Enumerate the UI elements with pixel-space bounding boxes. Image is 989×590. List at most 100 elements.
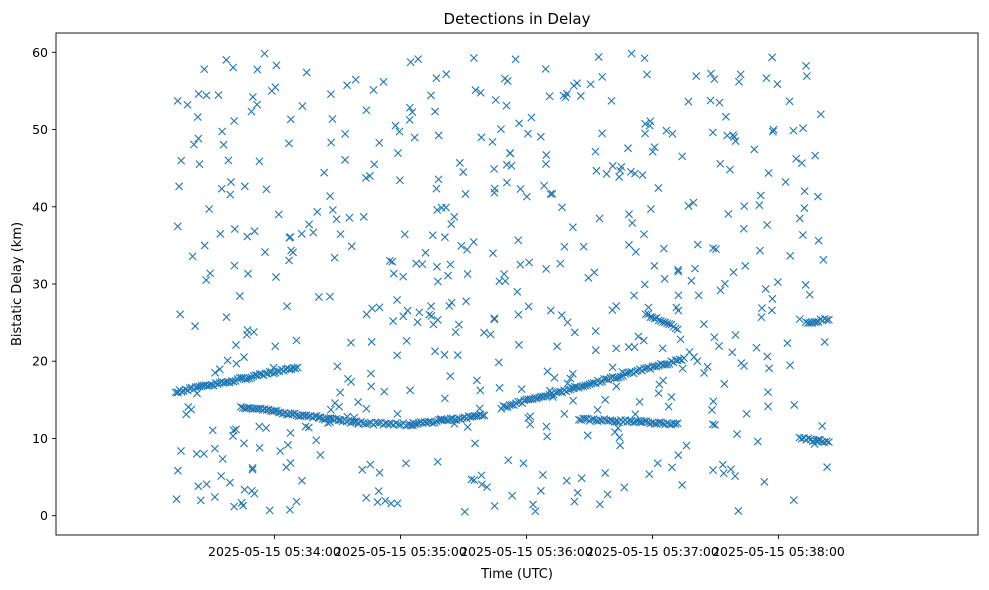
detection-point <box>343 81 352 90</box>
detection-point <box>362 106 371 115</box>
detection-point <box>320 168 329 177</box>
detection-point <box>244 269 253 278</box>
detection-point <box>431 107 440 116</box>
detection-point <box>690 264 699 273</box>
detection-point <box>230 225 239 234</box>
x-tick-label: 2025-05-15 05:37:00 <box>586 544 719 559</box>
detection-point <box>786 251 795 260</box>
detection-point <box>514 236 523 245</box>
detection-point <box>461 189 470 198</box>
detection-point <box>478 411 487 420</box>
detection-point <box>188 252 197 261</box>
detection-point <box>693 357 702 366</box>
detection-point <box>638 171 647 180</box>
detection-point <box>391 419 400 428</box>
detection-point <box>608 363 617 372</box>
detection-point <box>624 240 633 249</box>
detection-point <box>335 415 344 424</box>
detection-point <box>292 336 301 345</box>
detection-point <box>210 444 219 453</box>
detection-point <box>364 419 373 428</box>
detection-point <box>563 318 572 327</box>
y-tick-label: 0 <box>40 508 48 523</box>
detection-point <box>249 328 258 336</box>
detection-point <box>660 274 669 283</box>
detection-point <box>488 249 497 258</box>
detection-point <box>326 192 335 201</box>
detection-point <box>673 419 682 428</box>
x-tick-label: 2025-05-15 05:34:00 <box>208 544 341 559</box>
detection-point <box>626 167 635 176</box>
detection-point <box>176 310 185 319</box>
detection-point <box>255 443 264 452</box>
detection-point <box>531 507 540 516</box>
detection-point <box>693 240 702 249</box>
detection-point <box>740 202 749 211</box>
detection-point <box>798 231 807 240</box>
detection-point <box>708 128 717 137</box>
detection-point <box>655 380 664 389</box>
detection-point <box>222 55 231 64</box>
detection-point <box>654 184 663 193</box>
detection-point <box>406 386 415 395</box>
detection-point <box>490 164 499 173</box>
detection-point <box>631 410 640 419</box>
detection-point <box>824 315 833 324</box>
detection-point <box>710 333 719 342</box>
detection-point <box>765 364 774 373</box>
detection-point <box>625 416 634 425</box>
detection-point <box>740 361 748 370</box>
detection-point <box>768 127 777 136</box>
detection-point <box>313 207 322 216</box>
x-tick-label: 2025-05-15 05:38:00 <box>712 544 845 559</box>
detection-point <box>196 496 205 505</box>
detection-point <box>645 470 654 479</box>
detection-point <box>469 238 478 246</box>
detection-point <box>286 115 295 124</box>
detection-point <box>375 303 384 312</box>
y-tick-label: 20 <box>32 354 48 369</box>
detection-point <box>366 460 375 469</box>
detection-point <box>730 133 739 141</box>
detection-point <box>548 189 557 198</box>
detection-point <box>365 172 374 181</box>
detection-point <box>583 381 592 390</box>
detection-point <box>248 463 257 472</box>
detection-point <box>628 219 637 227</box>
detection-point <box>202 276 211 285</box>
detection-point <box>451 328 460 337</box>
detection-point <box>239 501 248 510</box>
detection-point <box>709 466 718 475</box>
detection-point <box>550 373 559 382</box>
detection-point <box>795 315 804 324</box>
detection-point <box>260 49 269 58</box>
detection-point <box>330 253 339 262</box>
detection-point <box>606 416 615 425</box>
detection-point <box>343 412 352 421</box>
detection-point <box>684 201 693 210</box>
detection-point <box>768 294 777 303</box>
detection-point <box>245 374 254 383</box>
detection-point <box>174 388 183 397</box>
detection-point <box>214 91 223 100</box>
detection-point <box>388 257 397 266</box>
detection-point <box>706 69 715 78</box>
detection-point <box>682 441 691 450</box>
detection-point <box>506 149 515 158</box>
detection-point <box>761 284 770 293</box>
detection-point <box>768 53 777 62</box>
detection-point <box>700 369 709 378</box>
detection-point <box>336 388 345 397</box>
detection-point <box>709 244 718 253</box>
detection-point <box>673 325 682 334</box>
detection-point <box>495 383 504 392</box>
detection-point <box>469 54 478 62</box>
detection-point <box>480 411 489 420</box>
detection-point <box>712 245 720 254</box>
detection-point <box>240 182 249 191</box>
detection-point <box>253 65 262 74</box>
detection-point <box>541 160 550 169</box>
detection-point <box>546 306 555 315</box>
detection-point <box>685 348 694 356</box>
